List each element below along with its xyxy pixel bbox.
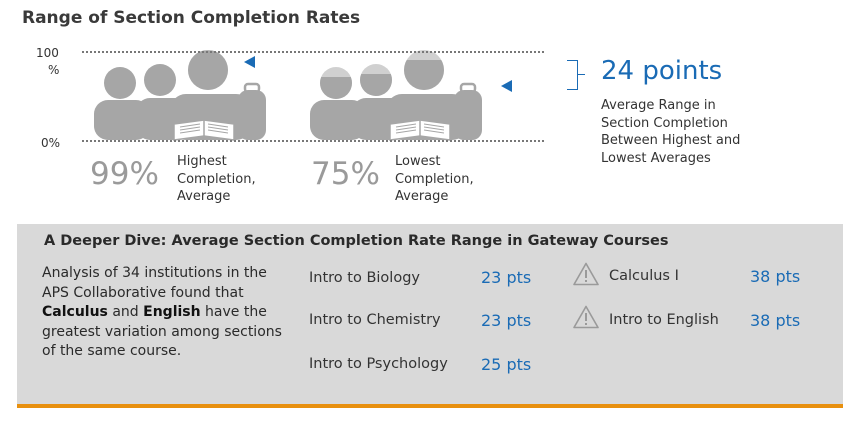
course-chemistry: Intro to Chemistry xyxy=(309,312,441,328)
person-head xyxy=(104,67,136,99)
lowest-marker-icon xyxy=(501,80,512,92)
axis-top-label: 100 xyxy=(36,46,59,60)
person-body xyxy=(94,100,150,140)
axis-bottom-label: 0% xyxy=(41,136,61,150)
backpack xyxy=(238,90,266,140)
highest-marker-icon xyxy=(244,56,255,68)
course-biology-pts: 23 pts xyxy=(481,268,532,287)
completion-level-mark xyxy=(188,50,228,90)
course-psychology: Intro to Psychology xyxy=(309,356,448,372)
panel-title: A Deeper Dive: Average Section Completio… xyxy=(44,233,669,249)
warning-icon xyxy=(573,305,599,329)
person-body xyxy=(310,100,366,140)
highest-value: 99% xyxy=(90,156,159,192)
range-bracket xyxy=(567,60,578,90)
axis-top-unit: % xyxy=(48,63,60,77)
completion-level-mark xyxy=(404,60,444,90)
range-description: Average Range in Section Completion Betw… xyxy=(601,98,741,166)
course-english: Intro to English xyxy=(609,312,719,328)
course-chemistry-pts: 23 pts xyxy=(481,311,532,330)
highest-people-figure xyxy=(94,50,266,141)
bottom-gridline xyxy=(82,140,544,142)
chart-title: Range of Section Completion Rates xyxy=(22,8,361,28)
person-head xyxy=(144,64,176,96)
lowest-value: 75% xyxy=(311,156,380,192)
backpack xyxy=(454,90,482,140)
course-english-pts: 38 pts xyxy=(750,311,801,330)
course-calculus: Calculus I xyxy=(609,268,679,284)
lowest-people-figure xyxy=(310,50,482,141)
course-calculus-pts: 38 pts xyxy=(750,267,801,286)
top-gridline xyxy=(82,51,544,53)
course-psychology-pts: 25 pts xyxy=(481,355,532,374)
lowest-label: Lowest Completion, Average xyxy=(395,154,474,204)
range-value: 24 points xyxy=(601,56,723,86)
course-biology: Intro to Biology xyxy=(309,270,420,286)
panel-bottom-rule xyxy=(17,404,843,408)
warning-icon xyxy=(573,262,599,286)
deeper-dive-panel xyxy=(17,224,843,404)
panel-description: Analysis of 34 institutions in the APS C… xyxy=(42,265,282,359)
range-bracket-tick xyxy=(578,74,585,75)
highest-label: Highest Completion, Average xyxy=(177,154,256,204)
